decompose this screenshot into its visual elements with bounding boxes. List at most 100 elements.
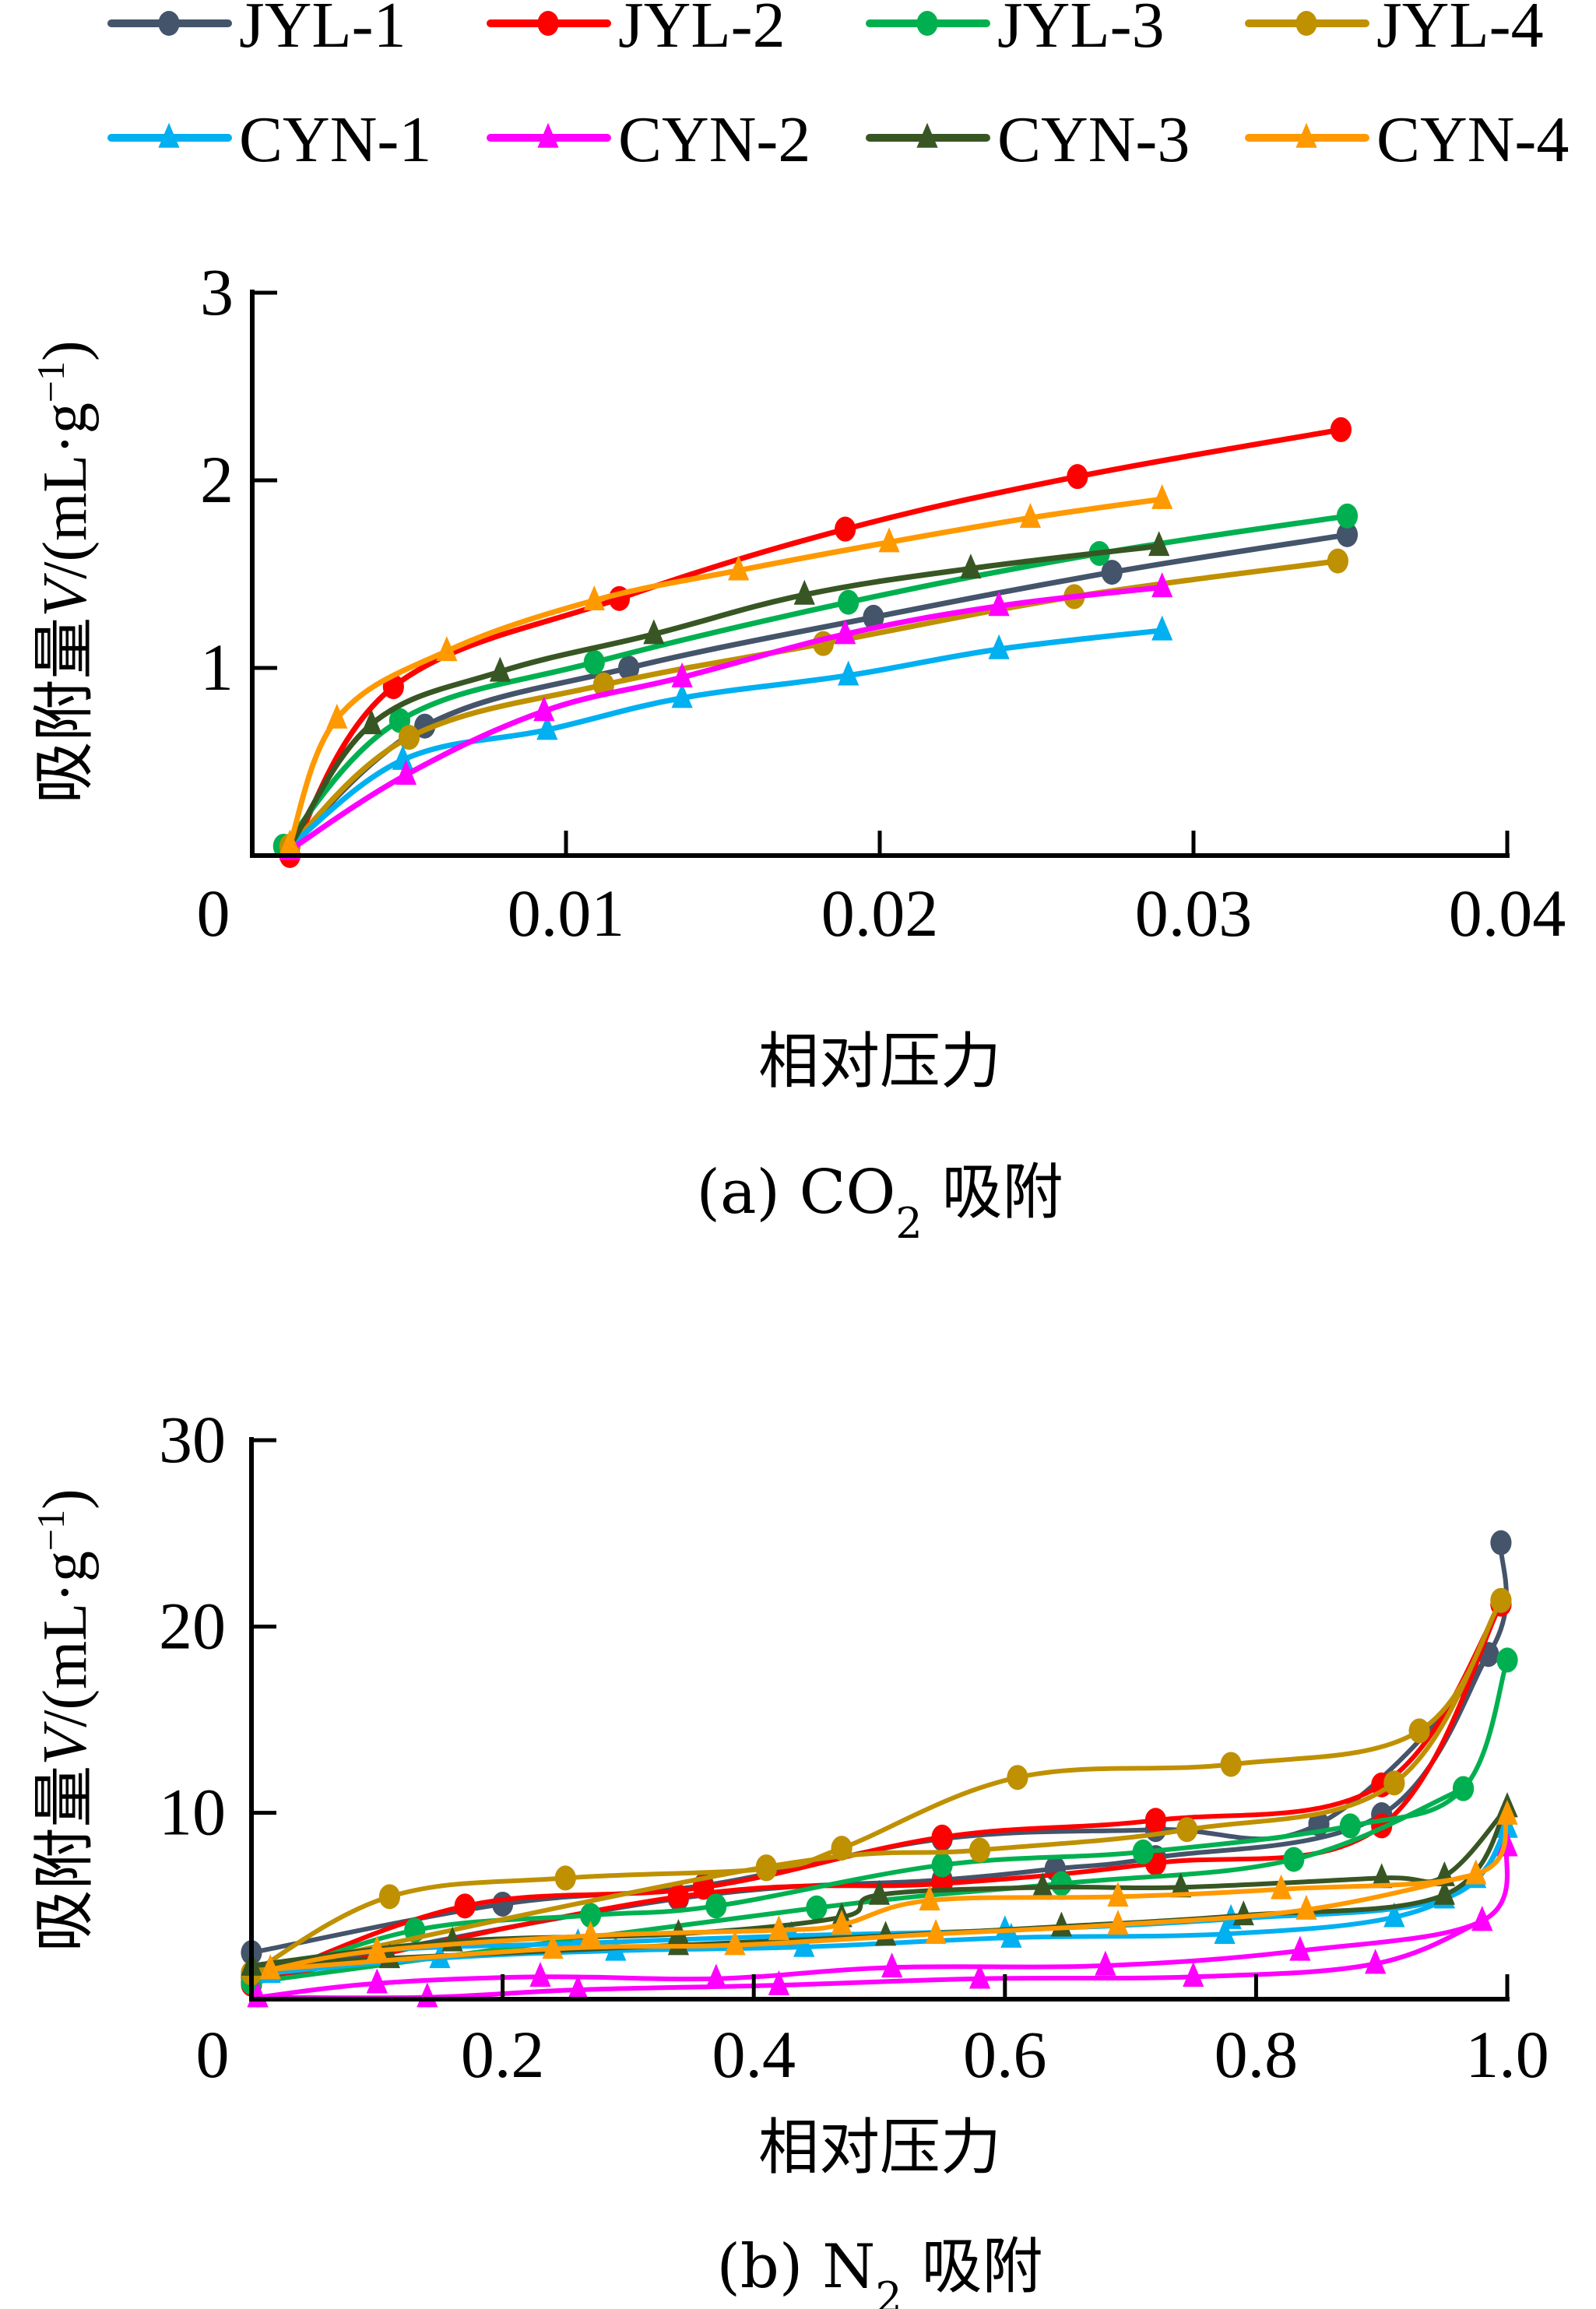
- n2-cyn-4-point: [1295, 1894, 1317, 1920]
- co2-series-layer: [272, 416, 1359, 868]
- n2-cyn-4-point: [1107, 1882, 1129, 1907]
- n2-x-tick-label: 0: [196, 2017, 230, 2092]
- n2-cyn-2-point: [1471, 1906, 1493, 1931]
- n2-cyn-2-line-desorption: [255, 1918, 1485, 2001]
- n2-jyl-4-point: [968, 1837, 991, 1863]
- co2-y-tick-label: 3: [200, 255, 234, 329]
- co2-cyn-4-point: [583, 585, 605, 611]
- co2-jyl-4-point: [398, 725, 420, 750]
- co2-jyl-1-point: [618, 655, 640, 680]
- n2-y-tick-label: 20: [159, 1588, 226, 1663]
- n2-cyn-3-point: [868, 1879, 891, 1905]
- co2-cyn-1-point: [536, 715, 558, 740]
- legend-item-cyn-4: CYN-4: [1245, 104, 1569, 176]
- co2-ylabel-var: V: [31, 573, 100, 617]
- n2-cyn-4-line-desorption: [268, 1871, 1478, 1972]
- legend-label: CYN-1: [239, 104, 431, 176]
- co2-cyn-2-point: [988, 591, 1010, 617]
- co2-cyn-4-point: [1151, 483, 1173, 509]
- co2-cyn-2-point: [835, 619, 856, 645]
- n2-cyn-3-point: [1433, 1879, 1455, 1905]
- co2-cyn-2-point: [1151, 572, 1173, 598]
- n2-jyl-4-point: [1408, 1718, 1430, 1744]
- co2-jyl-1-point: [863, 604, 884, 630]
- co2-cyn-3-point: [960, 554, 982, 579]
- n2-cyn-3-point: [1170, 1872, 1192, 1898]
- co2-y-tick-label: 2: [200, 442, 234, 517]
- n2-cyn-3-point: [874, 1921, 897, 1946]
- legend: JYL-1 JYL-2 JYL-3 JYL-4 CYN-1 CYN-2 CYN-3 CYN-4: [107, 0, 1569, 176]
- n2-jyl-3-point: [931, 1852, 953, 1878]
- n2-x-tick-label: 0.6: [963, 2017, 1047, 2092]
- n2-x-tick-label: 0.2: [461, 2017, 545, 2092]
- n2-cyn-2-point: [968, 1963, 991, 1989]
- n2-jyl-3-point: [806, 1895, 828, 1921]
- legend-marker-circle: [916, 11, 938, 36]
- n2-cyn-2-point: [366, 1968, 388, 1994]
- n2-jyl-4-point: [1176, 1817, 1198, 1843]
- n2-cyn-4-point: [1271, 1874, 1292, 1900]
- n2-cyn-4-point: [831, 1910, 852, 1935]
- n2-caption-sub: 2: [875, 2273, 902, 2309]
- co2-jyl-2-point: [835, 516, 856, 542]
- n2-adsorption-chart: 0 0.2 0.4 0.6 0.8 1.0 10 20 30 相对压力 (b) N2 吸附 吸附…: [28, 1402, 1549, 2309]
- n2-cyn-2-point: [1289, 1935, 1311, 1961]
- co2-caption-sub: 2: [895, 1199, 922, 1248]
- legend-label: CYN-3: [997, 104, 1190, 176]
- n2-jyl-1-point: [492, 1891, 514, 1917]
- co2-cyn-3-point: [360, 709, 382, 735]
- co2-cyn-3-point: [1148, 531, 1170, 557]
- n2-y-tick-label: 30: [159, 1402, 226, 1477]
- n2-jyl-2-point: [1144, 1808, 1166, 1833]
- n2-cyn-2-point: [1365, 1949, 1387, 1974]
- n2-cyn-2-point: [529, 1962, 551, 1987]
- co2-cyn-4-point: [1019, 503, 1042, 528]
- n2-jyl-4-point: [1383, 1770, 1405, 1796]
- legend-marker-circle: [537, 11, 559, 36]
- n2-ylabel-close: ): [31, 1488, 100, 1509]
- n2-cyn-4-point: [919, 1885, 940, 1910]
- n2-jyl-3-point: [1452, 1776, 1475, 1801]
- n2-jyl-3-point: [579, 1903, 602, 1928]
- legend-label: CYN-2: [618, 104, 810, 176]
- n2-series-jyl-4: [241, 1587, 1512, 1986]
- n2-y-tick-label: 10: [159, 1775, 226, 1850]
- legend-item-cyn-1: CYN-1: [107, 104, 431, 176]
- co2-jyl-3-point: [583, 649, 605, 675]
- n2-cyn-4-point: [259, 1954, 281, 1980]
- n2-cyn-1-point: [1214, 1919, 1236, 1945]
- n2-cyn-4-point: [1496, 1799, 1518, 1825]
- n2-jyl-3-point: [1283, 1847, 1305, 1872]
- co2-jyl-1-point: [1336, 522, 1359, 547]
- n2-jyl-4-point: [1220, 1752, 1242, 1777]
- co2-jyl-3-point: [1336, 503, 1359, 529]
- n2-jyl-1-point: [1490, 1530, 1512, 1555]
- n2-jyl-4-point: [1007, 1765, 1028, 1791]
- co2-y-axis-title: 吸附量V/(mL·g−1): [28, 340, 100, 803]
- legend-marker-triangle: [1295, 122, 1317, 148]
- co2-cyn-4-point: [728, 555, 750, 581]
- legend-marker-circle: [1295, 11, 1317, 36]
- legend-label: CYN-4: [1376, 104, 1569, 176]
- legend-item-jyl-1: JYL-1: [107, 0, 406, 62]
- co2-cyn-3-line: [287, 543, 1162, 849]
- n2-jyl-4-point: [378, 1884, 401, 1910]
- n2-x-tick-label: 1.0: [1465, 2017, 1549, 2092]
- n2-x-axis-title: 相对压力: [758, 2113, 1001, 2183]
- n2-x-tick-label: 0.8: [1215, 2017, 1299, 2092]
- n2-cyn-3-point: [1032, 1872, 1053, 1898]
- co2-y-tick-label: 1: [200, 630, 234, 705]
- legend-label: JYL-3: [997, 0, 1165, 62]
- legend-marker-triangle: [537, 122, 559, 148]
- co2-cyn-1-point: [671, 683, 693, 708]
- n2-cyn-4-point: [366, 1935, 388, 1961]
- n2-x-tick-label: 0.4: [712, 2017, 796, 2092]
- co2-jyl-1-point: [1101, 560, 1123, 585]
- co2-cyn-1-point: [838, 660, 860, 686]
- legend-item-jyl-4: JYL-4: [1245, 0, 1544, 62]
- co2-cyn-2-point: [533, 696, 555, 722]
- n2-cyn-3-point: [1371, 1863, 1393, 1889]
- co2-ticks: 0 0.01 0.02 0.03 0.04 1 2 3: [197, 255, 1566, 951]
